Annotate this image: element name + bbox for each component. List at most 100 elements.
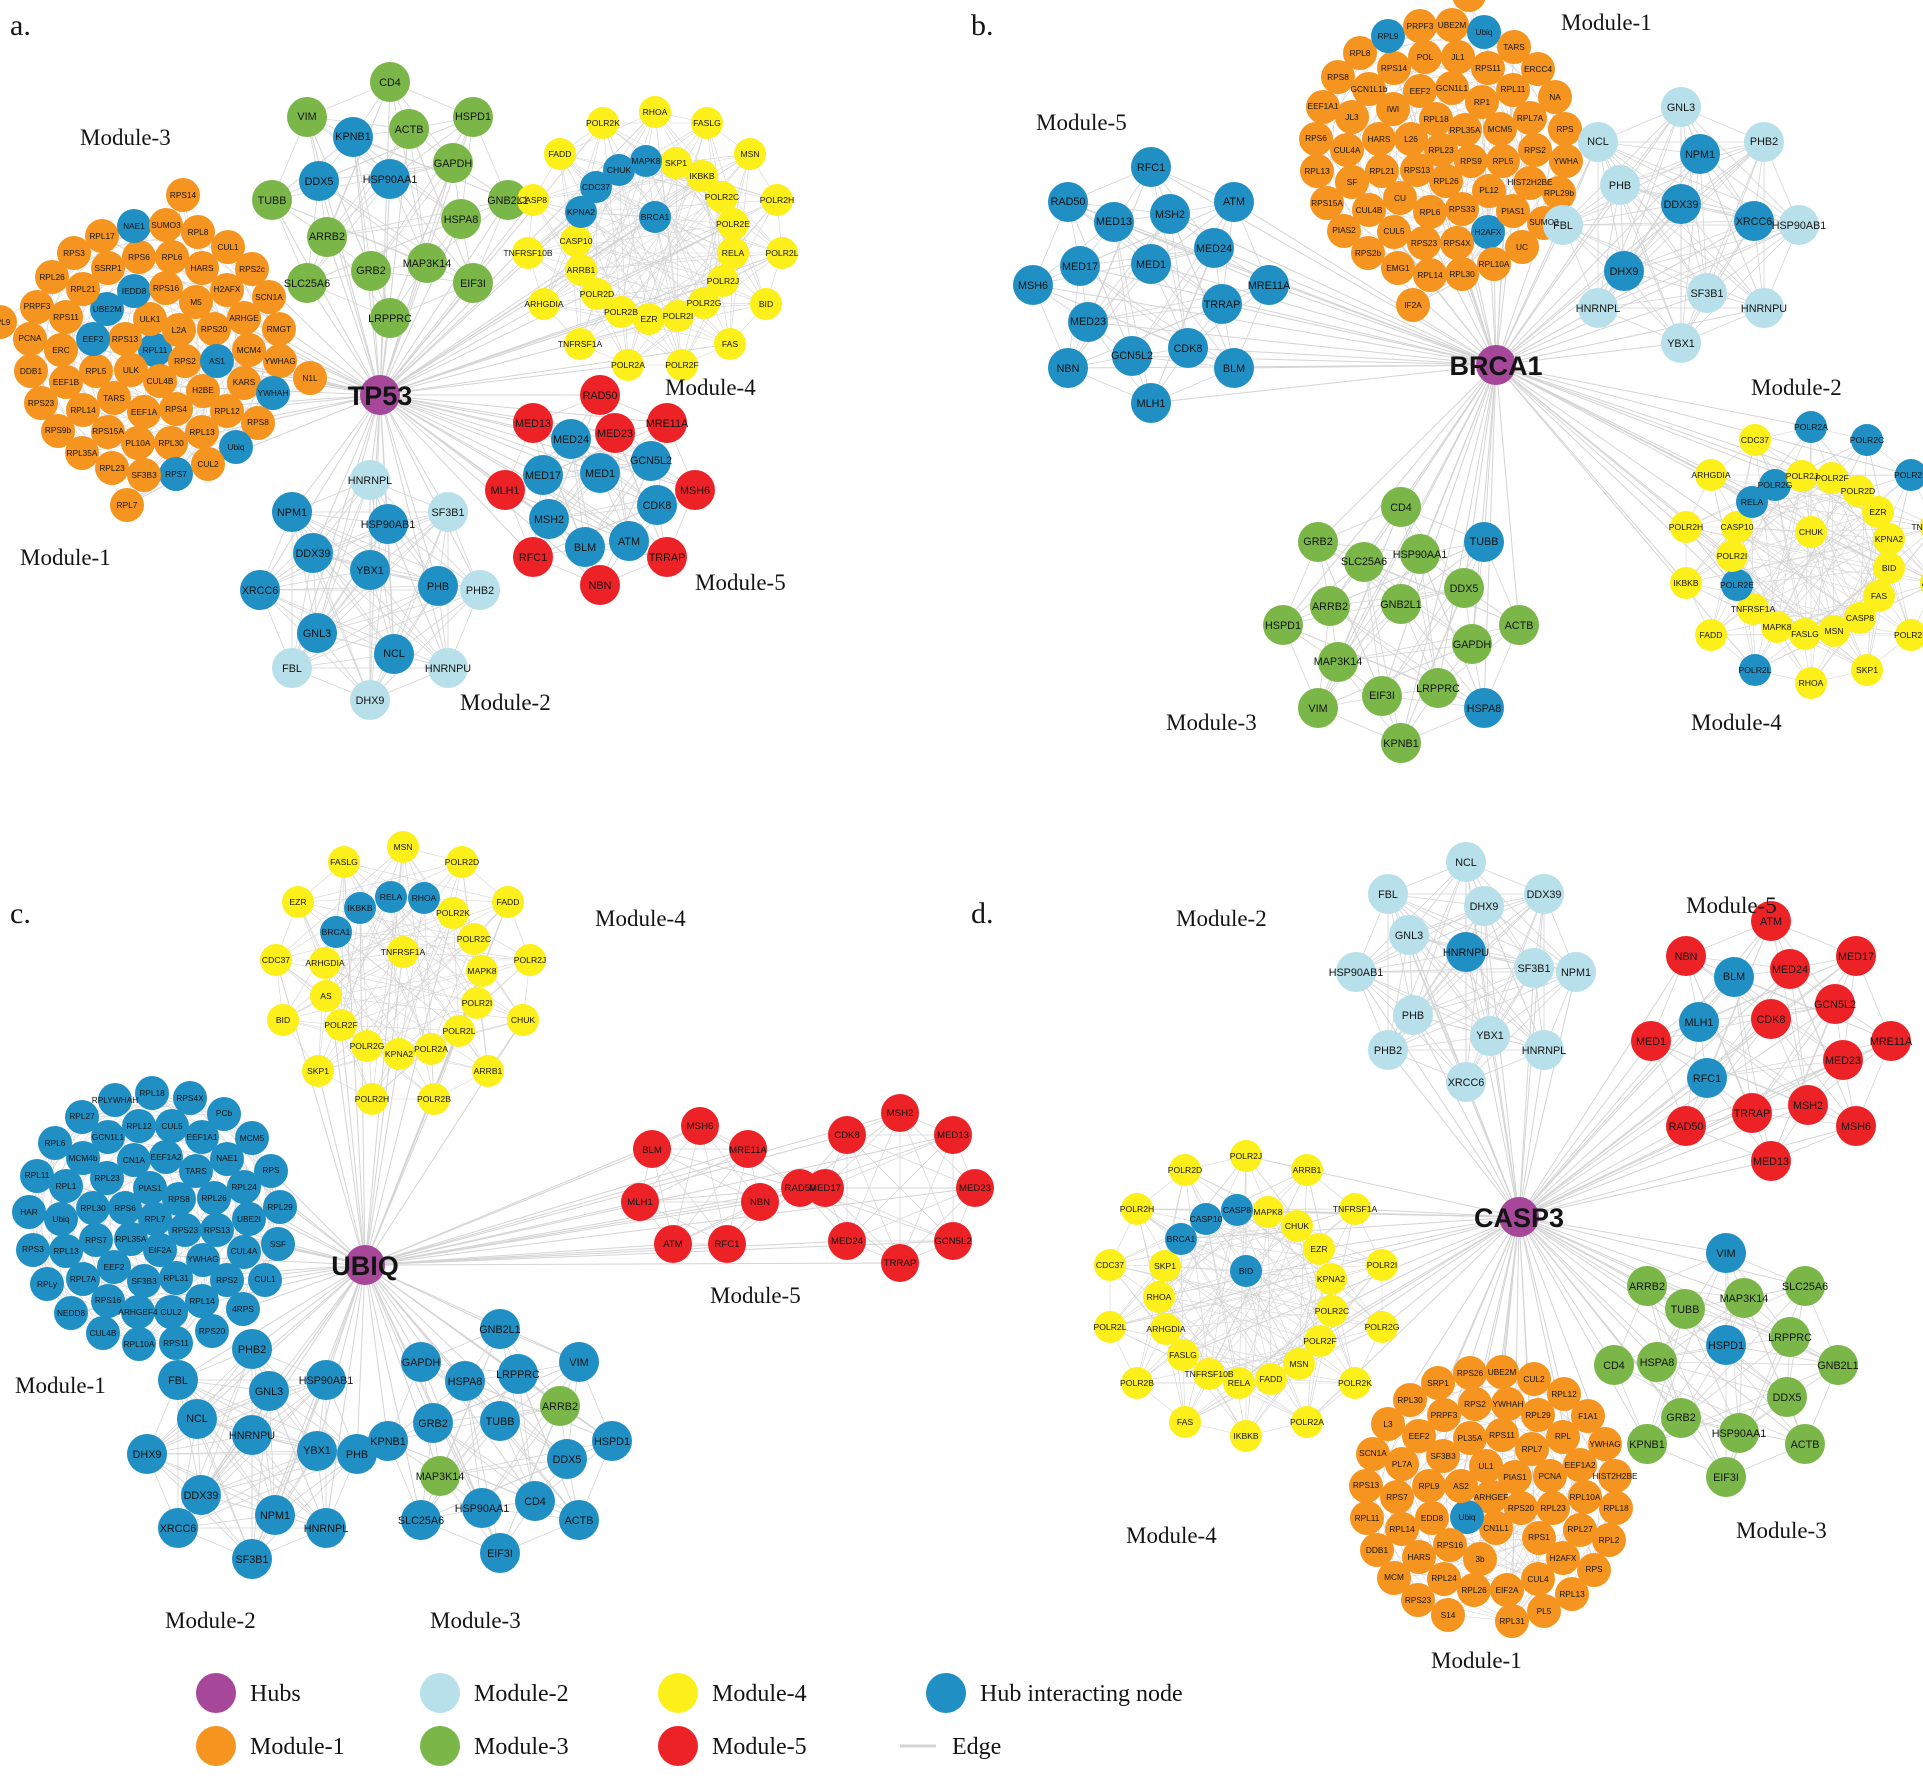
svg-text:POLR2D: POLR2D bbox=[580, 289, 614, 299]
svg-text:SSRP1: SSRP1 bbox=[94, 263, 122, 273]
svg-text:Module-3: Module-3 bbox=[474, 1734, 569, 1760]
svg-text:MLH1: MLH1 bbox=[627, 1197, 653, 1208]
svg-text:EEF1B: EEF1B bbox=[53, 377, 80, 387]
svg-text:CASP10: CASP10 bbox=[1190, 1214, 1223, 1224]
svg-text:TRRAP: TRRAP bbox=[649, 552, 686, 564]
svg-text:Module-4: Module-4 bbox=[712, 1681, 807, 1707]
svg-text:GRB2: GRB2 bbox=[1303, 536, 1332, 548]
svg-text:b.: b. bbox=[971, 9, 994, 42]
svg-text:SLC25A6: SLC25A6 bbox=[284, 278, 330, 290]
svg-text:HNRNPL: HNRNPL bbox=[348, 475, 392, 487]
svg-text:GNL3: GNL3 bbox=[303, 628, 331, 640]
svg-text:GNL3: GNL3 bbox=[1667, 102, 1695, 114]
svg-text:MRE11A: MRE11A bbox=[646, 418, 689, 430]
svg-text:MED23: MED23 bbox=[959, 1183, 991, 1194]
svg-text:RPS6: RPS6 bbox=[128, 252, 150, 262]
svg-text:MED24: MED24 bbox=[831, 1236, 864, 1247]
svg-text:PRPF3: PRPF3 bbox=[1407, 21, 1434, 31]
svg-text:RPS15A: RPS15A bbox=[1311, 198, 1343, 208]
svg-text:RPS7: RPS7 bbox=[165, 469, 187, 479]
svg-text:HNRNPU: HNRNPU bbox=[229, 1430, 275, 1442]
svg-text:RPL14: RPL14 bbox=[1417, 270, 1443, 280]
svg-text:SLC25A6: SLC25A6 bbox=[398, 1515, 444, 1527]
svg-text:RPS16: RPS16 bbox=[1437, 1540, 1464, 1550]
svg-text:ARRB2: ARRB2 bbox=[1629, 1281, 1665, 1293]
svg-text:POLR2I: POLR2I bbox=[1717, 551, 1748, 561]
svg-text:HSPA8: HSPA8 bbox=[444, 214, 479, 226]
svg-text:DDX5: DDX5 bbox=[553, 1454, 582, 1466]
svg-text:MLH1: MLH1 bbox=[491, 485, 520, 497]
svg-text:ARRB1: ARRB1 bbox=[1293, 1165, 1322, 1175]
svg-text:PL10A: PL10A bbox=[126, 438, 151, 448]
svg-text:RPS13: RPS13 bbox=[1404, 165, 1431, 175]
svg-text:CUL4B: CUL4B bbox=[147, 376, 174, 386]
svg-text:RPS23: RPS23 bbox=[28, 398, 55, 408]
svg-text:Hub interacting node: Hub interacting node bbox=[980, 1681, 1183, 1707]
svg-text:KPNB1: KPNB1 bbox=[1629, 1439, 1664, 1451]
svg-text:HSPA8: HSPA8 bbox=[1467, 703, 1502, 715]
svg-text:MED17: MED17 bbox=[525, 470, 561, 482]
svg-text:NCL: NCL bbox=[1587, 136, 1609, 148]
svg-text:HSPD1: HSPD1 bbox=[594, 1436, 630, 1448]
svg-text:UBIQ: UBIQ bbox=[331, 1251, 399, 1281]
svg-text:HSP90AB1: HSP90AB1 bbox=[1772, 220, 1827, 232]
svg-text:RPL26: RPL26 bbox=[1433, 176, 1459, 186]
svg-text:GCN5L2: GCN5L2 bbox=[934, 1236, 971, 1247]
svg-text:KPNA2: KPNA2 bbox=[385, 1049, 413, 1059]
svg-text:MAP3K14: MAP3K14 bbox=[1314, 656, 1363, 668]
svg-text:RPS4X: RPS4X bbox=[1443, 238, 1471, 248]
svg-text:CUL4B: CUL4B bbox=[90, 1328, 117, 1338]
svg-text:ACTB: ACTB bbox=[565, 1515, 594, 1527]
svg-text:RPL12: RPL12 bbox=[1551, 1389, 1577, 1399]
svg-text:ERC: ERC bbox=[52, 345, 70, 355]
svg-text:DHX9: DHX9 bbox=[1610, 266, 1639, 278]
svg-text:SSF: SSF bbox=[270, 1239, 286, 1249]
svg-text:RPL14: RPL14 bbox=[70, 405, 96, 415]
svg-text:ARHGDIA: ARHGDIA bbox=[524, 299, 563, 309]
svg-text:RPS16: RPS16 bbox=[95, 1295, 122, 1305]
svg-text:MSN: MSN bbox=[1289, 1359, 1308, 1369]
svg-text:PL35A: PL35A bbox=[1458, 1433, 1483, 1443]
svg-text:EIF3I: EIF3I bbox=[1369, 690, 1395, 702]
svg-text:FAS: FAS bbox=[1871, 591, 1888, 601]
svg-text:RAD50: RAD50 bbox=[1669, 1121, 1704, 1133]
svg-text:RPL30: RPL30 bbox=[158, 438, 184, 448]
svg-text:POLR2E: POLR2E bbox=[716, 219, 750, 229]
svg-text:RFC1: RFC1 bbox=[1693, 1073, 1721, 1085]
svg-text:RPL6: RPL6 bbox=[162, 252, 183, 262]
svg-text:POLR2J: POLR2J bbox=[1786, 471, 1818, 481]
svg-text:EZR: EZR bbox=[1310, 1244, 1327, 1254]
svg-text:POLR2D: POLR2D bbox=[1168, 1165, 1202, 1175]
svg-text:IKBKB: IKBKB bbox=[689, 171, 715, 181]
svg-text:PIAS1: PIAS1 bbox=[1501, 206, 1525, 216]
svg-text:RPS11: RPS11 bbox=[1475, 63, 1501, 73]
svg-text:UBE2M: UBE2M bbox=[1488, 1367, 1517, 1377]
svg-text:POLR2F: POLR2F bbox=[1815, 473, 1848, 483]
svg-text:RHOA: RHOA bbox=[412, 893, 437, 903]
svg-text:POLR2C: POLR2C bbox=[457, 934, 491, 944]
svg-text:TARS: TARS bbox=[103, 393, 125, 403]
svg-text:LRPPRC: LRPPRC bbox=[1768, 1332, 1812, 1344]
svg-text:RPS8: RPS8 bbox=[168, 1194, 190, 1204]
svg-text:3b: 3b bbox=[1475, 1554, 1485, 1564]
svg-text:MAPK8: MAPK8 bbox=[1762, 622, 1791, 632]
svg-text:RPL6: RPL6 bbox=[1420, 207, 1441, 217]
svg-text:KPNA2: KPNA2 bbox=[1875, 534, 1903, 544]
svg-text:HNRNPU: HNRNPU bbox=[1443, 947, 1489, 959]
svg-text:Module-3: Module-3 bbox=[80, 125, 171, 150]
svg-text:ULK: ULK bbox=[123, 365, 140, 375]
svg-text:RPL13: RPL13 bbox=[1304, 166, 1330, 176]
svg-text:PHB: PHB bbox=[1402, 1010, 1424, 1022]
svg-text:CDK8: CDK8 bbox=[1757, 1014, 1786, 1026]
svg-text:BLM: BLM bbox=[1223, 363, 1245, 375]
svg-text:POLR2B: POLR2B bbox=[604, 307, 638, 317]
svg-text:BRCA1: BRCA1 bbox=[641, 212, 670, 222]
svg-text:RPL29: RPL29 bbox=[267, 1202, 293, 1212]
svg-text:ARRB2: ARRB2 bbox=[1312, 601, 1348, 613]
svg-text:RFC1: RFC1 bbox=[519, 552, 547, 564]
svg-text:MSN: MSN bbox=[1824, 626, 1843, 636]
svg-text:RPS6: RPS6 bbox=[1305, 133, 1327, 143]
svg-text:d.: d. bbox=[971, 897, 994, 930]
svg-text:DDX39: DDX39 bbox=[1527, 889, 1562, 901]
svg-text:HSP90AA1: HSP90AA1 bbox=[1712, 1428, 1767, 1440]
